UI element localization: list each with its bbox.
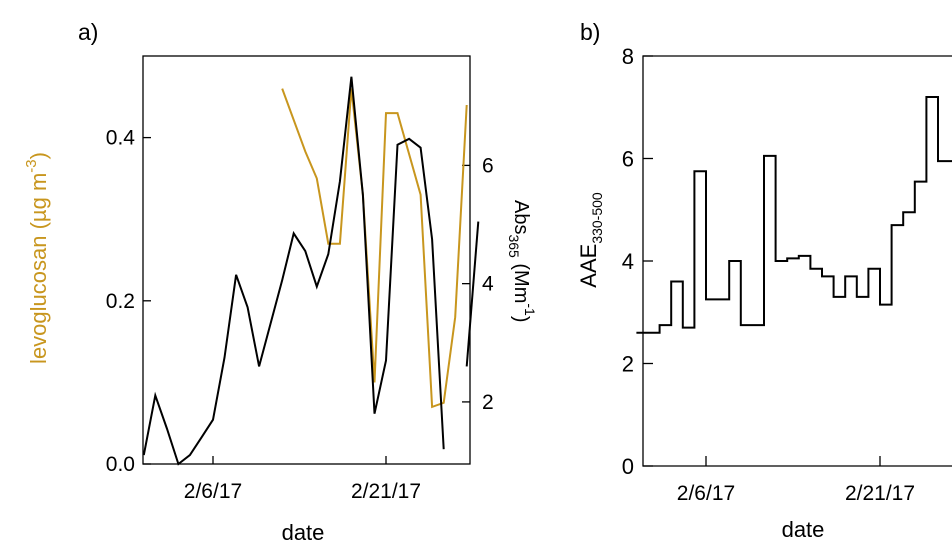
panel-b-y-tick-label: 8 xyxy=(622,44,634,69)
panel-b-y-tick-label: 0 xyxy=(622,454,634,479)
aae-step-line xyxy=(636,96,952,334)
panel-a-left-tick-label: 0.4 xyxy=(106,127,136,150)
panel-a-label: a) xyxy=(78,19,98,45)
panel-b-x-tick-label: 2/21/17 xyxy=(845,482,915,505)
panel-a-series xyxy=(142,76,480,466)
panel-b-y-tick-label: 2 xyxy=(622,352,634,377)
abs365-line xyxy=(465,221,480,367)
panel-b-series xyxy=(636,96,952,334)
panel-a-x-tick-label: 2/6/17 xyxy=(184,480,242,503)
panel-b-y-tick-label: 6 xyxy=(622,147,634,172)
panel-a-right-tick-label: 6 xyxy=(482,154,494,177)
levoglucosan-line xyxy=(281,88,468,409)
panel-b-label: b) xyxy=(580,19,600,45)
panel-a-right-axis-title: Abs365 (Mm-1) xyxy=(506,200,538,323)
panel-a: a) 0.0 0.2 0.4 2 4 6 2/6/17 2/21/17 date levogl… xyxy=(23,19,538,545)
panel-b-plot-frame xyxy=(642,55,952,467)
panel-b-x-tick-label: 2/6/17 xyxy=(677,482,735,505)
panel-b-y-tick-label: 4 xyxy=(622,249,634,274)
panel-a-left-tick-label: 0.2 xyxy=(106,290,135,313)
abs365-line xyxy=(142,76,445,466)
panel-a-x-axis-title: date xyxy=(282,520,325,545)
panel-a-right-tick-label: 4 xyxy=(482,273,494,296)
panel-a-right-tick-label: 2 xyxy=(482,391,494,414)
panel-b-x-axis-title: date xyxy=(782,517,825,542)
panel-a-ticks: 0.0 0.2 0.4 2 4 6 2/6/17 2/21/17 xyxy=(106,127,494,503)
panel-a-left-tick-label: 0.0 xyxy=(106,453,135,476)
panel-b: b) 0 2 4 6 8 2/6/17 2/21/17 date AAE330-500 xyxy=(576,19,952,542)
panel-b-ticks: 0 2 4 6 8 2/6/17 2/21/17 xyxy=(622,44,915,505)
panel-a-plot-frame xyxy=(142,55,471,465)
panel-a-left-axis-title: levoglucosan (µg m-3) xyxy=(23,152,51,364)
panel-b-y-axis-title: AAE330-500 xyxy=(576,192,605,288)
panel-a-x-tick-label: 2/21/17 xyxy=(351,480,421,503)
